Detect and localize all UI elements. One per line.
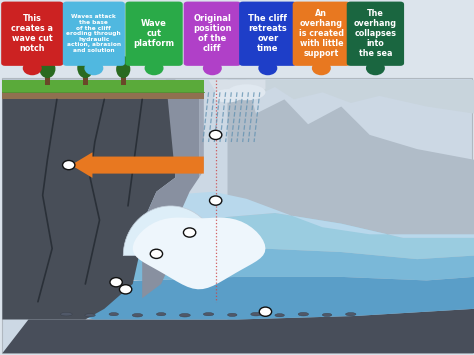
Ellipse shape — [77, 58, 93, 78]
Ellipse shape — [346, 312, 356, 316]
Ellipse shape — [132, 313, 143, 317]
Ellipse shape — [109, 312, 118, 316]
Polygon shape — [2, 92, 204, 99]
Circle shape — [203, 61, 222, 75]
FancyBboxPatch shape — [239, 1, 296, 66]
FancyArrow shape — [71, 152, 204, 178]
Polygon shape — [209, 80, 265, 96]
Text: Wave
cut
platform: Wave cut platform — [134, 19, 174, 48]
FancyBboxPatch shape — [1, 1, 64, 66]
Polygon shape — [2, 309, 474, 353]
Ellipse shape — [179, 313, 191, 317]
Ellipse shape — [322, 313, 332, 317]
Ellipse shape — [203, 312, 214, 316]
Polygon shape — [76, 248, 474, 280]
Ellipse shape — [39, 60, 55, 78]
Ellipse shape — [228, 84, 265, 100]
Text: This
creates a
wave cut
notch: This creates a wave cut notch — [11, 14, 53, 53]
Ellipse shape — [85, 314, 95, 317]
Ellipse shape — [41, 55, 54, 68]
Ellipse shape — [228, 313, 237, 317]
Text: Original
position
of the
cliff: Original position of the cliff — [193, 14, 232, 53]
FancyBboxPatch shape — [346, 1, 404, 66]
Circle shape — [145, 61, 164, 75]
Ellipse shape — [61, 312, 72, 316]
FancyBboxPatch shape — [125, 1, 182, 66]
FancyBboxPatch shape — [121, 77, 126, 85]
FancyBboxPatch shape — [45, 77, 50, 85]
FancyBboxPatch shape — [184, 1, 241, 66]
Polygon shape — [228, 80, 474, 353]
Polygon shape — [237, 80, 474, 114]
Text: Waves attack
the base
of the cliff
eroding through
hydraulic
action, abrasion
an: Waves attack the base of the cliff erodi… — [66, 15, 121, 53]
FancyBboxPatch shape — [63, 1, 125, 66]
Polygon shape — [2, 80, 204, 92]
Circle shape — [366, 61, 385, 75]
Circle shape — [119, 285, 132, 294]
Circle shape — [183, 228, 196, 237]
Circle shape — [84, 61, 103, 75]
Ellipse shape — [116, 60, 130, 78]
Circle shape — [210, 196, 222, 205]
Ellipse shape — [251, 312, 261, 316]
Circle shape — [312, 61, 331, 75]
Ellipse shape — [156, 312, 166, 316]
Ellipse shape — [275, 314, 284, 317]
Circle shape — [259, 307, 272, 316]
Polygon shape — [95, 213, 474, 259]
Polygon shape — [2, 80, 175, 320]
Circle shape — [110, 278, 122, 287]
Polygon shape — [133, 218, 265, 289]
Polygon shape — [142, 80, 199, 298]
Polygon shape — [190, 80, 204, 178]
Ellipse shape — [213, 89, 242, 103]
Ellipse shape — [118, 56, 129, 68]
Polygon shape — [118, 192, 474, 238]
Ellipse shape — [79, 54, 92, 68]
Circle shape — [63, 160, 75, 170]
Text: The
overhang
collapses
into
the sea: The overhang collapses into the sea — [354, 9, 397, 58]
FancyBboxPatch shape — [2, 78, 472, 353]
FancyBboxPatch shape — [293, 1, 350, 66]
Circle shape — [23, 61, 42, 75]
Circle shape — [150, 249, 163, 258]
Text: An
overhang
is created
with little
support: An overhang is created with little suppo… — [299, 9, 344, 58]
Ellipse shape — [298, 312, 309, 316]
Circle shape — [210, 130, 222, 140]
Text: The cliff
retreats
over
time: The cliff retreats over time — [248, 14, 287, 53]
Polygon shape — [123, 206, 218, 256]
Polygon shape — [57, 277, 474, 320]
Circle shape — [258, 61, 277, 75]
FancyBboxPatch shape — [83, 77, 88, 85]
